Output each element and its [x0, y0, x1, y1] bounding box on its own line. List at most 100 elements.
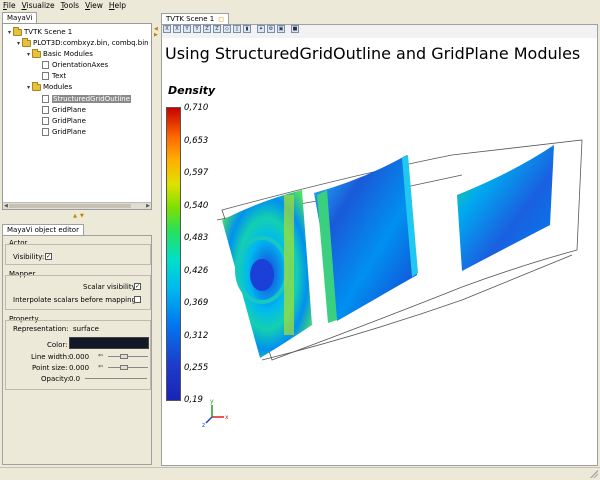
contour	[317, 190, 337, 323]
point-size-slider[interactable]	[108, 365, 148, 370]
colorbar-tick: 0,19	[184, 395, 203, 405]
point-size-value[interactable]: 0.000	[69, 364, 90, 372]
document-icon	[42, 117, 49, 125]
folder-icon	[32, 81, 41, 91]
collapse-icon[interactable]: ▾	[16, 39, 20, 47]
splitter-right-icon[interactable]: ▶	[154, 32, 158, 38]
tree-node-basic-modules[interactable]: ▾ Basic Modules	[25, 48, 93, 59]
folder-icon	[13, 26, 22, 36]
tree-label-gridplane-2: GridPlane	[52, 117, 86, 125]
tree-node-text[interactable]: Text	[42, 71, 66, 81]
view-y-minus-icon[interactable]: Y	[193, 25, 201, 33]
status-bar	[0, 467, 600, 480]
colorbar-tick: 0,426	[184, 266, 209, 276]
colorbar	[166, 107, 181, 401]
splitter-left-icon[interactable]: ◀	[154, 26, 158, 32]
tab-tvtk-scene[interactable]: TVTK Scene 1 ◻	[161, 13, 229, 24]
colorbar-tick: 0,369	[184, 298, 209, 308]
tree-node-orientation-axes[interactable]: OrientationAxes	[42, 60, 108, 70]
interpolate-label: Interpolate scalars before mapping:	[13, 296, 139, 304]
color-swatch[interactable]	[69, 337, 149, 349]
tree-horizontal-scrollbar[interactable]: ◀ ▶	[3, 202, 151, 209]
panel-splitter[interactable]: ▲ ▼	[2, 213, 155, 219]
tree-node-source[interactable]: ▾ PLOT3D:combxyz.bin, combq.bin	[15, 37, 149, 48]
group-mapper-label: Mapper	[9, 270, 36, 278]
splitter-up-icon[interactable]: ▲	[73, 213, 77, 219]
tab-mayavi[interactable]: MayaVi	[2, 12, 38, 23]
tree-node-gridplane-1[interactable]: GridPlane	[42, 105, 86, 115]
axis-y-label: y	[210, 398, 214, 405]
menu-help[interactable]: Help	[108, 1, 127, 10]
menu-visualize[interactable]: Visualize	[21, 1, 55, 10]
tree-node-gridplane-2[interactable]: GridPlane	[42, 116, 86, 126]
view-y-plus-icon[interactable]: Y	[183, 25, 191, 33]
group-actor	[5, 244, 151, 265]
tree-label-gridplane-3: GridPlane	[52, 128, 86, 136]
colorbar-tick: 0,710	[184, 103, 209, 113]
scrollbar-thumb[interactable]	[9, 204, 131, 208]
color-label: Color:	[47, 341, 68, 349]
contour	[250, 259, 274, 291]
scroll-right-icon[interactable]: ▶	[146, 203, 150, 209]
axes-toggle-icon[interactable]: ✦	[257, 25, 265, 33]
collapse-icon[interactable]: ▾	[26, 83, 30, 91]
document-icon	[42, 72, 49, 80]
view-z-plus-icon[interactable]: Z	[203, 25, 211, 33]
outline-edge	[261, 254, 573, 361]
isometric-view-icon[interactable]: ◇	[223, 25, 231, 33]
scroll-left-icon[interactable]: ◀	[4, 203, 8, 209]
line-width-slider[interactable]	[108, 354, 148, 359]
configure-icon[interactable]: ⚙	[267, 25, 275, 33]
snapshot-icon[interactable]: ■	[291, 25, 299, 33]
colorbar-tick: 0,597	[184, 168, 209, 178]
tree-label-source: PLOT3D:combxyz.bin, combq.bin	[33, 39, 149, 47]
group-actor-label: Actor	[9, 239, 28, 247]
collapse-icon[interactable]: ▾	[7, 28, 11, 36]
collapse-icon[interactable]: ▾	[26, 50, 30, 58]
view-z-minus-icon[interactable]: Z	[213, 25, 221, 33]
save-icon[interactable]: ▣	[277, 25, 285, 33]
tree-node-outline[interactable]: StructuredGridOutline	[42, 94, 132, 104]
menu-view[interactable]: View	[85, 1, 103, 10]
tab-object-editor-label: MayaVi object editor	[7, 226, 79, 234]
render-window[interactable]: x y z	[161, 24, 598, 466]
resize-grip-icon[interactable]	[590, 470, 598, 478]
view-x-plus-icon[interactable]: X	[163, 25, 171, 33]
close-tab-icon[interactable]: ◻	[218, 15, 224, 23]
tree-node-gridplane-3[interactable]: GridPlane	[42, 127, 86, 137]
tree-node-scene[interactable]: ▾ TVTK Scene 1	[6, 26, 73, 37]
group-property	[5, 320, 151, 390]
object-editor-panel: Actor Visibility: ✓ Mapper Scalar visibi…	[2, 235, 152, 465]
vertical-splitter[interactable]: ◀ ▶	[154, 24, 158, 464]
parallel-projection-icon[interactable]: ▯	[233, 25, 241, 33]
line-width-value[interactable]: 0.000	[69, 353, 90, 361]
folder-icon	[22, 37, 31, 47]
opacity-value[interactable]: 0.0	[69, 375, 81, 383]
tree-node-modules[interactable]: ▾ Modules	[25, 81, 73, 92]
visibility-checkbox[interactable]: ✓	[45, 253, 52, 260]
representation-value[interactable]: surface	[73, 325, 99, 333]
scalar-visibility-checkbox[interactable]: ✓	[134, 283, 141, 290]
document-icon	[42, 95, 49, 103]
fullscreen-icon[interactable]: ▮	[243, 25, 251, 33]
menu-tools[interactable]: Tools	[60, 1, 80, 10]
arrow-left-icon[interactable]: ⇦	[98, 352, 104, 359]
interpolate-checkbox[interactable]	[134, 296, 141, 303]
point-size-label: Point size:	[32, 364, 68, 372]
menu-file[interactable]: File	[3, 1, 16, 10]
view-x-minus-icon[interactable]: X	[173, 25, 181, 33]
tab-object-editor[interactable]: MayaVi object editor	[2, 224, 84, 235]
splitter-down-icon[interactable]: ▼	[80, 213, 84, 219]
tree-label-modules: Modules	[43, 83, 73, 91]
document-icon	[42, 128, 49, 136]
opacity-label: Opacity:	[41, 375, 70, 383]
document-icon	[42, 106, 49, 114]
opacity-slider[interactable]	[85, 376, 147, 381]
axis-z-label: z	[202, 422, 205, 429]
tree-label-orientation-axes: OrientationAxes	[52, 61, 109, 69]
group-mapper	[5, 275, 151, 310]
grid-plane-2	[314, 155, 417, 321]
tree-label-scene: TVTK Scene 1	[24, 28, 73, 36]
structured-grid-outline	[221, 139, 583, 361]
arrow-left-icon[interactable]: ⇦	[98, 363, 104, 370]
